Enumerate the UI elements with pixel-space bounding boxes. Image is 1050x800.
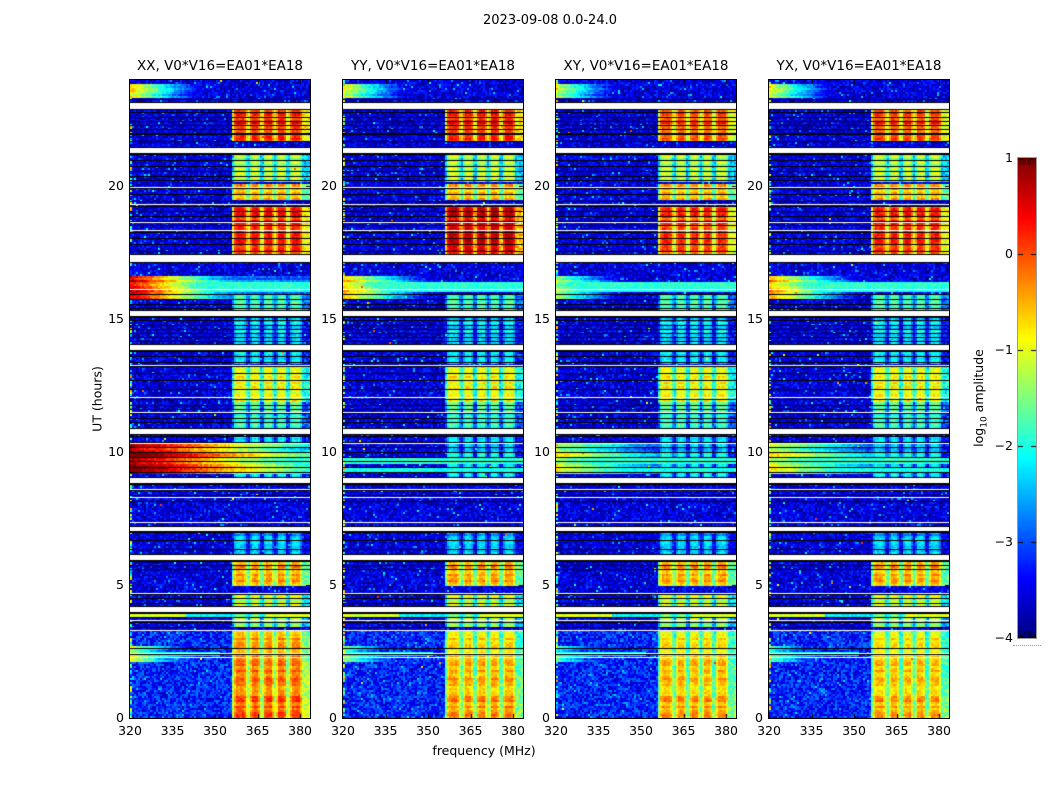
y-tick-label: 20 — [321, 178, 337, 194]
y-tick-label: 20 — [534, 178, 550, 194]
x-tick-label: 380 — [927, 723, 951, 738]
x-tick-label: 350 — [203, 723, 227, 738]
figure-title: 2023-09-08 0.0-24.0 — [483, 13, 617, 28]
x-tick-label: 350 — [629, 723, 653, 738]
y-tick-label: 5 — [542, 577, 550, 593]
x-tick-label: 335 — [799, 723, 824, 738]
y-tick-label: 15 — [534, 311, 550, 327]
x-tick-label: 365 — [671, 723, 696, 738]
panel-title-xx: XX, V0*V16=EA01*EA18 — [136, 58, 304, 74]
colorbar-tick-label: −1 — [994, 342, 1013, 357]
x-tick-label: 335 — [586, 723, 611, 738]
colorbar-extend-dots — [1013, 645, 1041, 646]
panel-xx: XX, V0*V16=EA01*EA18 — [129, 58, 311, 719]
y-tick-label: 0 — [755, 710, 763, 725]
y-axis-label: UT (hours) — [89, 366, 105, 432]
x-tick-label: 320 — [544, 723, 568, 738]
y-tick-label: 0 — [542, 710, 550, 725]
y-tick-label: 0 — [116, 710, 124, 725]
panel-yy: YY, V0*V16=EA01*EA18 — [342, 58, 524, 719]
y-tick-label: 20 — [108, 178, 124, 194]
y-tick-label: 10 — [321, 444, 337, 460]
colorbar-label-suffix: amplitude — [970, 349, 986, 417]
y-tick-label: 5 — [755, 577, 763, 593]
y-tick-label: 5 — [116, 577, 124, 593]
y-tick-label: 10 — [747, 444, 763, 460]
colorbar-tick-label: −4 — [994, 630, 1013, 645]
panel-title-xy: XY, V0*V16=EA01*EA18 — [563, 58, 729, 74]
y-tick-label: 15 — [747, 311, 763, 327]
x-axis-label: frequency (MHz) — [432, 743, 536, 758]
x-tick-label: 365 — [458, 723, 483, 738]
x-tick-label: 320 — [331, 723, 355, 738]
y-tick-label: 10 — [534, 444, 550, 460]
colorbar-gradient — [1017, 157, 1037, 639]
y-tick-label: 20 — [747, 178, 763, 194]
spectrogram-canvas-yy — [342, 79, 524, 719]
colorbar — [1017, 157, 1037, 639]
colorbar-label: log10 amplitude — [971, 349, 990, 447]
x-tick-label: 320 — [757, 723, 781, 738]
panel-title-yx: YX, V0*V16=EA01*EA18 — [776, 58, 942, 74]
panel-xy: XY, V0*V16=EA01*EA18 — [555, 58, 737, 719]
y-tick-label: 15 — [321, 311, 337, 327]
x-tick-label: 365 — [884, 723, 909, 738]
x-tick-label: 380 — [288, 723, 312, 738]
colorbar-tick-label: 1 — [1005, 150, 1013, 165]
x-tick-label: 335 — [373, 723, 398, 738]
y-tick-label: 0 — [329, 710, 337, 725]
spectrogram-canvas-yx — [768, 79, 950, 719]
x-tick-label: 365 — [245, 723, 270, 738]
x-tick-label: 350 — [842, 723, 866, 738]
colorbar-tick-label: 0 — [1005, 246, 1013, 261]
x-tick-label: 350 — [416, 723, 440, 738]
x-tick-label: 320 — [118, 723, 142, 738]
colorbar-tick-label: −2 — [994, 438, 1013, 453]
y-tick-label: 15 — [108, 311, 124, 327]
x-tick-label: 380 — [501, 723, 525, 738]
spectrogram-canvas-xy — [555, 79, 737, 719]
colorbar-label-subscript: 10 — [979, 416, 990, 428]
spectrogram-canvas-xx — [129, 79, 311, 719]
x-tick-label: 380 — [714, 723, 738, 738]
colorbar-tick-label: −3 — [994, 534, 1013, 549]
y-tick-label: 10 — [108, 444, 124, 460]
panel-title-yy: YY, V0*V16=EA01*EA18 — [350, 58, 516, 74]
x-tick-label: 335 — [160, 723, 185, 738]
panel-yx: YX, V0*V16=EA01*EA18 — [768, 58, 950, 719]
y-tick-label: 5 — [329, 577, 337, 593]
